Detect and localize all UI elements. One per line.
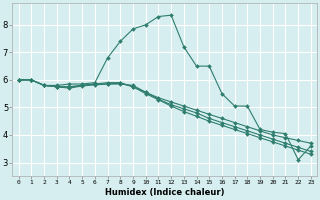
X-axis label: Humidex (Indice chaleur): Humidex (Indice chaleur) [105,188,225,197]
